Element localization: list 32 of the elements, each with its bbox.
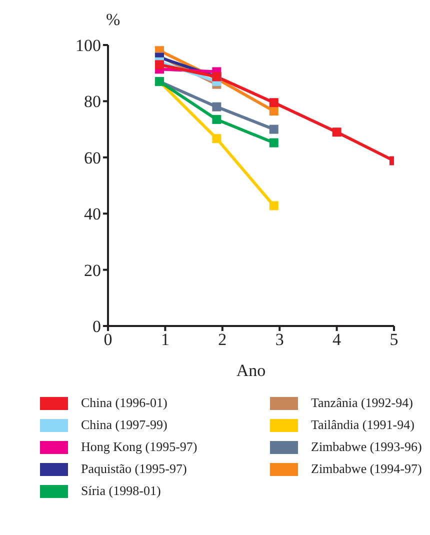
- y-tick-label: 60: [84, 148, 101, 168]
- point: [269, 138, 278, 148]
- point: [269, 124, 278, 134]
- legend-label: Hong Kong (1995-97): [81, 439, 198, 455]
- legend-label: China (1997-99): [81, 417, 168, 433]
- y-axis-title: %: [106, 10, 120, 30]
- legend-label: Zimbabwe (1993-96): [311, 439, 422, 455]
- y-tick-label: 80: [84, 92, 101, 112]
- point: [154, 60, 164, 70]
- y-tick-label: 20: [84, 260, 101, 280]
- point: [332, 128, 342, 137]
- y-tick-label: 40: [84, 204, 101, 224]
- point: [269, 106, 278, 116]
- y-tick-label: 100: [76, 36, 101, 56]
- legend-label: China (1996-01): [81, 395, 168, 411]
- x-tick-label: 2: [218, 330, 227, 350]
- legend-label: Zimbabwe (1994-97): [311, 461, 422, 477]
- legend-label: Síria (1998-01): [81, 483, 161, 499]
- x-tick-label: 4: [332, 330, 342, 350]
- point: [212, 102, 222, 112]
- point: [269, 98, 278, 108]
- legend-label: Paquistão (1995-97): [81, 461, 187, 477]
- y-tick-label: 0: [92, 317, 101, 336]
- point: [212, 134, 222, 144]
- legend-label: Tailândia (1991-94): [311, 417, 414, 433]
- x-tick-label: 5: [390, 330, 398, 350]
- point: [269, 201, 278, 210]
- x-axis-title: Ano: [236, 361, 266, 380]
- legend-label: Tanzânia (1992-94): [311, 395, 413, 411]
- point: [212, 114, 222, 124]
- x-tick-label: 3: [275, 330, 284, 350]
- x-tick-label: 1: [160, 330, 170, 350]
